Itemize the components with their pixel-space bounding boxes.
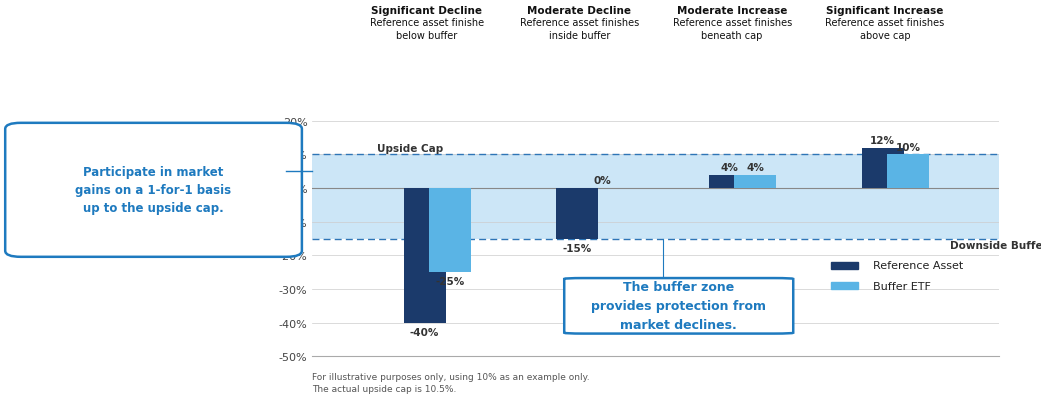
Text: -40%: -40%: [410, 327, 439, 337]
Text: -15%: -15%: [562, 243, 592, 253]
Text: 12%: 12%: [870, 136, 895, 146]
Text: Reference asset finishes
inside buffer: Reference asset finishes inside buffer: [519, 18, 639, 41]
Text: Participate in market
gains on a 1-for-1 basis
up to the upside cap.: Participate in market gains on a 1-for-1…: [76, 166, 231, 215]
Bar: [735, 175, 777, 189]
Bar: [312, 155, 999, 239]
Text: -25%: -25%: [435, 277, 464, 286]
Bar: [832, 262, 858, 269]
Bar: [556, 189, 599, 239]
Text: 10%: 10%: [895, 143, 920, 152]
Text: Downside Buffer: Downside Buffer: [949, 241, 1041, 251]
Bar: [404, 189, 446, 323]
Text: For illustrative purposes only, using 10% as an example only.
The actual upside : For illustrative purposes only, using 10…: [312, 372, 590, 393]
Text: Buffer ETF: Buffer ETF: [873, 281, 932, 291]
Text: 0%: 0%: [594, 175, 612, 185]
Text: Upside Cap: Upside Cap: [377, 144, 443, 154]
Bar: [862, 148, 904, 189]
Bar: [429, 189, 472, 273]
Text: 4%: 4%: [746, 162, 764, 173]
Text: The buffer zone
provides protection from
market declines.: The buffer zone provides protection from…: [591, 281, 766, 332]
Text: Reference Asset: Reference Asset: [873, 261, 964, 271]
Text: Moderate Decline: Moderate Decline: [528, 6, 632, 16]
Text: Moderate Increase: Moderate Increase: [677, 6, 787, 16]
Text: Reference asset finishe
below buffer: Reference asset finishe below buffer: [370, 18, 484, 41]
Bar: [832, 283, 858, 289]
Text: Significant Decline: Significant Decline: [372, 6, 482, 16]
Text: 4%: 4%: [721, 162, 739, 173]
Bar: [887, 155, 930, 189]
FancyBboxPatch shape: [564, 278, 793, 334]
Text: Reference asset finishes
beneath cap: Reference asset finishes beneath cap: [672, 18, 792, 41]
Bar: [709, 175, 751, 189]
Text: Significant Increase: Significant Increase: [827, 6, 943, 16]
Text: Reference asset finishes
above cap: Reference asset finishes above cap: [826, 18, 944, 41]
